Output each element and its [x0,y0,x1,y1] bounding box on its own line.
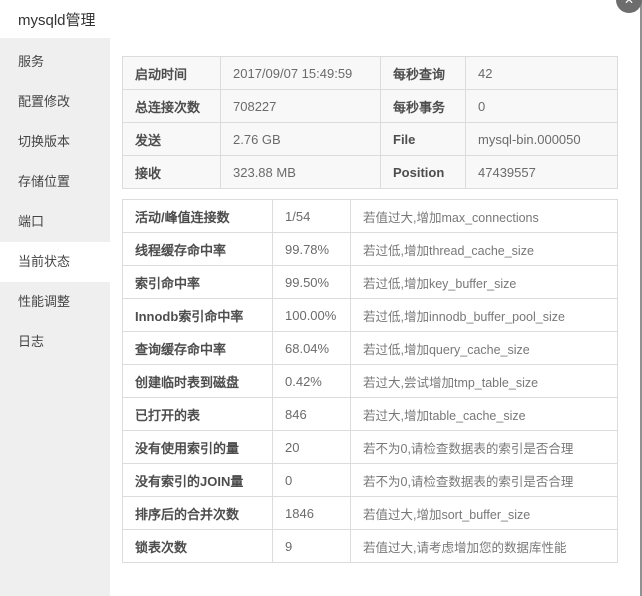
table-row: 启动时间 2017/09/07 15:49:59 每秒查询 42 [122,56,618,90]
window-title: mysqld管理 [18,11,96,29]
status-label-cell: Position [380,155,466,189]
table-row: 没有使用索引的量 20 若不为0,请检查数据表的索引是否合理 [122,430,618,464]
table-row: 锁表次数 9 若值过大,请考虑增加您的数据库性能 [122,529,618,563]
status-value-cell: 2.76 GB [220,122,381,156]
metric-value-cell: 0.42% [272,364,351,398]
metric-label-cell: 查询缓存命中率 [122,331,273,365]
table-row: Innodb索引命中率 100.00% 若过低,增加innodb_buffer_… [122,298,618,332]
window-right-border [640,0,642,596]
metric-value-cell: 846 [272,397,351,431]
table-row: 没有索引的JOIN量 0 若不为0,请检查数据表的索引是否合理 [122,463,618,497]
titlebar: mysqld管理 [0,0,642,38]
metric-hint-cell: 若过低,增加innodb_buffer_pool_size [350,298,618,332]
metric-value-cell: 100.00% [272,298,351,332]
sidebar-item-service[interactable]: 服务 [18,54,45,69]
metric-label-cell: 活动/峰值连接数 [122,199,273,233]
metric-label-cell: 锁表次数 [122,529,273,563]
table-row: 排序后的合并次数 1846 若值过大,增加sort_buffer_size [122,496,618,530]
metric-label-cell: 已打开的表 [122,397,273,431]
table-row: 活动/峰值连接数 1/54 若值过大,增加max_connections [122,199,618,233]
metric-value-cell: 20 [272,430,351,464]
sidebar-item-config-edit[interactable]: 配置修改 [18,94,71,109]
sidebar-item-switch-version[interactable]: 切换版本 [18,134,71,149]
metric-label-cell: 排序后的合并次数 [122,496,273,530]
metric-hint-cell: 若过低,增加query_cache_size [350,331,618,365]
metric-hint-cell: 若过低,增加key_buffer_size [350,265,618,299]
metric-hint-cell: 若过低,增加thread_cache_size [350,232,618,266]
status-label-cell: 启动时间 [122,56,221,90]
metric-hint-cell: 若不为0,请检查数据表的索引是否合理 [350,463,618,497]
table-row: 查询缓存命中率 68.04% 若过低,增加query_cache_size [122,331,618,365]
table-row: 已打开的表 846 若过大,增加table_cache_size [122,397,618,431]
status-value-cell: 708227 [220,89,381,123]
metric-label-cell: 没有索引的JOIN量 [122,463,273,497]
metric-value-cell: 9 [272,529,351,563]
metric-label-cell: Innodb索引命中率 [122,298,273,332]
status-label-cell: 发送 [122,122,221,156]
sidebar-item-current-status[interactable]: 当前状态 [0,242,110,282]
sidebar-item-performance-tuning[interactable]: 性能调整 [18,294,71,309]
metric-hint-cell: 若值过大,增加sort_buffer_size [350,496,618,530]
status-value-cell: 323.88 MB [220,155,381,189]
sidebar-item-logs[interactable]: 日志 [18,334,45,349]
metric-label-cell: 索引命中率 [122,265,273,299]
metric-label-cell: 创建临时表到磁盘 [122,364,273,398]
table-row: 线程缓存命中率 99.78% 若过低,增加thread_cache_size [122,232,618,266]
window-body: 服务 配置修改 切换版本 存储位置 端口 当前状态 性能调整 日志 启动时间 2… [0,38,642,596]
status-value-cell: 2017/09/07 15:49:59 [220,56,381,90]
server-status-table: 启动时间 2017/09/07 15:49:59 每秒查询 42 总连接次数 7… [122,56,618,189]
close-icon[interactable]: ✕ [616,0,642,13]
main-content: 启动时间 2017/09/07 15:49:59 每秒查询 42 总连接次数 7… [110,38,642,596]
sidebar: 服务 配置修改 切换版本 存储位置 端口 当前状态 性能调整 日志 [0,38,110,596]
metric-value-cell: 1/54 [272,199,351,233]
table-row: 发送 2.76 GB File mysql-bin.000050 [122,122,618,156]
status-label-cell: 每秒查询 [380,56,466,90]
table-row: 索引命中率 99.50% 若过低,增加key_buffer_size [122,265,618,299]
table-row: 创建临时表到磁盘 0.42% 若过大,尝试增加tmp_table_size [122,364,618,398]
metric-value-cell: 0 [272,463,351,497]
status-label-cell: File [380,122,466,156]
metric-hint-cell: 若值过大,增加max_connections [350,199,618,233]
sidebar-item-storage-location[interactable]: 存储位置 [18,174,71,189]
status-label-cell: 总连接次数 [122,89,221,123]
table-row: 接收 323.88 MB Position 47439557 [122,155,618,189]
status-label-cell: 每秒事务 [380,89,466,123]
metric-hint-cell: 若过大,尝试增加tmp_table_size [350,364,618,398]
metric-value-cell: 1846 [272,496,351,530]
sidebar-item-port[interactable]: 端口 [18,214,45,229]
status-value-cell: 42 [465,56,618,90]
status-label-cell: 接收 [122,155,221,189]
performance-metrics-table: 活动/峰值连接数 1/54 若值过大,增加max_connections 线程缓… [122,199,618,563]
status-value-cell: 47439557 [465,155,618,189]
metric-value-cell: 99.50% [272,265,351,299]
metric-value-cell: 68.04% [272,331,351,365]
metric-hint-cell: 若值过大,请考虑增加您的数据库性能 [350,529,618,563]
table-row: 总连接次数 708227 每秒事务 0 [122,89,618,123]
metric-hint-cell: 若过大,增加table_cache_size [350,397,618,431]
metric-label-cell: 线程缓存命中率 [122,232,273,266]
status-value-cell: 0 [465,89,618,123]
metric-label-cell: 没有使用索引的量 [122,430,273,464]
status-value-cell: mysql-bin.000050 [465,122,618,156]
metric-value-cell: 99.78% [272,232,351,266]
metric-hint-cell: 若不为0,请检查数据表的索引是否合理 [350,430,618,464]
